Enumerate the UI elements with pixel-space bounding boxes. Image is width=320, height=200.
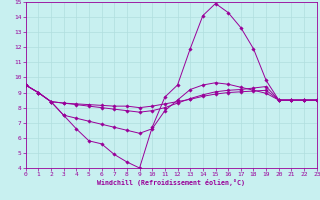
X-axis label: Windchill (Refroidissement éolien,°C): Windchill (Refroidissement éolien,°C): [97, 179, 245, 186]
